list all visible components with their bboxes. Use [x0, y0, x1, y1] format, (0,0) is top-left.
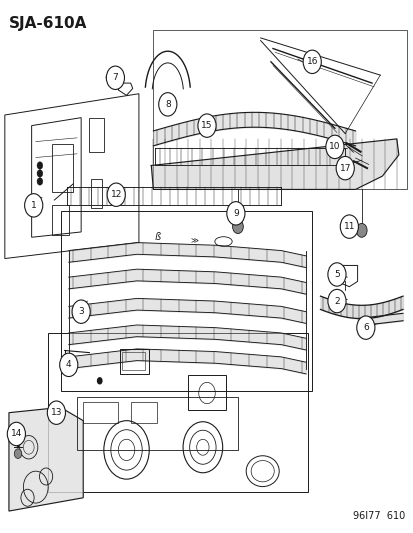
- Text: 1: 1: [31, 201, 36, 210]
- Circle shape: [106, 66, 124, 90]
- Circle shape: [356, 223, 366, 237]
- Polygon shape: [9, 407, 83, 511]
- Text: ≫: ≫: [190, 237, 198, 246]
- Text: ß: ß: [154, 232, 160, 243]
- Circle shape: [37, 162, 43, 169]
- Circle shape: [158, 93, 176, 116]
- Text: 3: 3: [78, 307, 84, 316]
- Circle shape: [72, 300, 90, 324]
- Text: 8: 8: [164, 100, 170, 109]
- Circle shape: [47, 401, 65, 424]
- Text: 13: 13: [50, 408, 62, 417]
- Circle shape: [325, 135, 343, 159]
- Circle shape: [37, 177, 43, 185]
- Circle shape: [356, 316, 374, 340]
- Circle shape: [339, 215, 358, 238]
- Circle shape: [107, 183, 125, 206]
- Circle shape: [59, 353, 78, 376]
- Text: 7: 7: [112, 73, 118, 82]
- Text: 16: 16: [306, 58, 317, 66]
- Polygon shape: [151, 139, 398, 189]
- Circle shape: [327, 289, 345, 313]
- Circle shape: [327, 263, 345, 286]
- Text: 5: 5: [333, 270, 339, 279]
- Circle shape: [24, 193, 43, 217]
- Circle shape: [97, 377, 102, 384]
- Circle shape: [14, 449, 22, 458]
- Text: 17: 17: [339, 164, 350, 173]
- Text: 10: 10: [328, 142, 340, 151]
- Circle shape: [7, 422, 25, 446]
- Circle shape: [37, 169, 43, 177]
- Circle shape: [335, 157, 354, 180]
- Text: 15: 15: [201, 121, 212, 130]
- Circle shape: [232, 220, 243, 233]
- Text: 4: 4: [66, 360, 71, 369]
- Text: 11: 11: [343, 222, 354, 231]
- Text: 9: 9: [233, 209, 238, 218]
- Text: 6: 6: [362, 323, 368, 332]
- Text: 12: 12: [110, 190, 121, 199]
- Circle shape: [226, 201, 244, 225]
- Text: 2: 2: [333, 296, 339, 305]
- Text: 96I77  610: 96I77 610: [352, 511, 404, 521]
- Text: 14: 14: [11, 430, 22, 439]
- Text: SJA-610A: SJA-610A: [9, 15, 87, 30]
- Circle shape: [197, 114, 216, 138]
- Circle shape: [302, 50, 320, 74]
